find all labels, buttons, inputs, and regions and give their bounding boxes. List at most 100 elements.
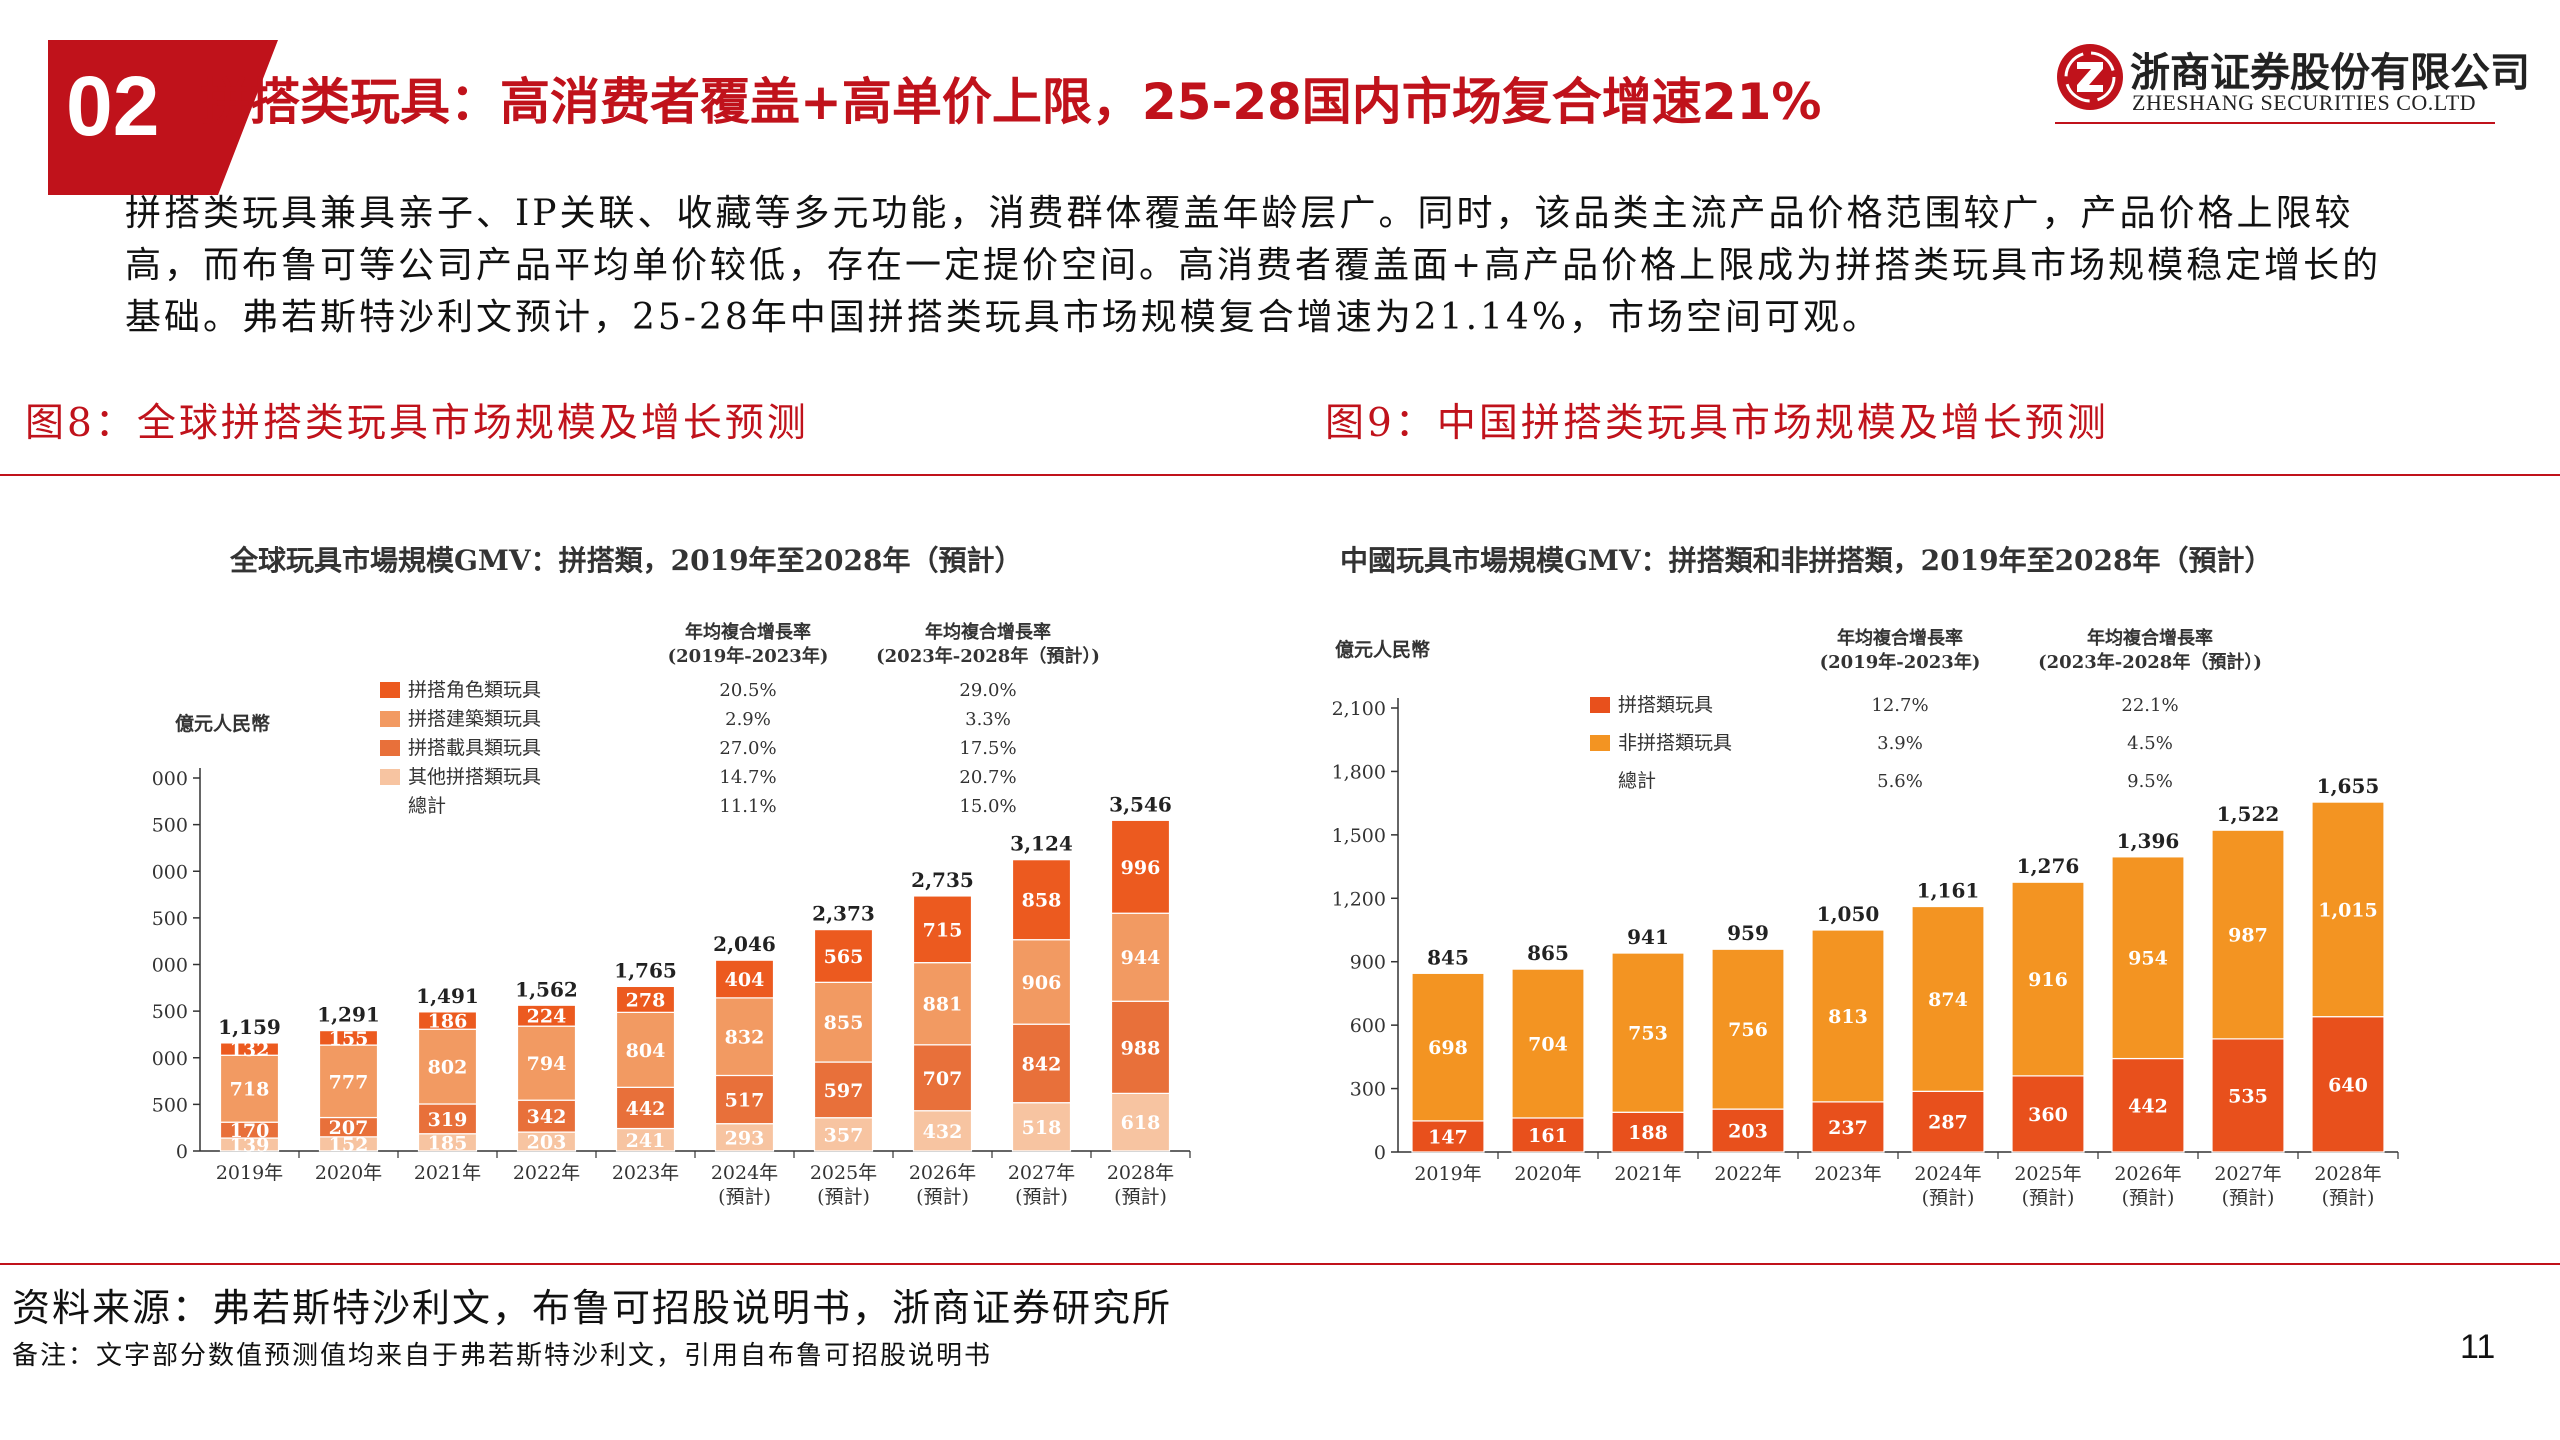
bar-segment [516,1099,577,1133]
bar-value-label: 855 [824,1012,864,1034]
bar-segment [912,895,973,964]
bar-value-label: 988 [1121,1037,1161,1059]
company-name-en: ZHESHANG SECURITIES CO.LTD [2132,90,2477,115]
bar-segment [1511,968,1585,1119]
figure9-caption: 图9：中国拼搭类玩具市场规模及增长预测 [1325,401,2109,446]
bar-segment [615,985,676,1013]
bar-value-label: 996 [1121,857,1161,879]
bar-value-label: 404 [725,969,765,991]
bar-value-label: 360 [2028,1104,2068,1126]
y-tick-label: 300 [1350,1079,1386,1101]
bar-segment [912,962,973,1046]
chart-title: 中國玩具市場規模GMV：拼搭類和非拼搭類，2019年至2028年（預計） [1340,544,2273,577]
bar-value-label: 432 [923,1121,963,1143]
bar-total-label: 1,655 [2317,774,2380,798]
bar-segment [2211,1038,2285,1153]
bar-value-label: 565 [824,946,864,968]
bar-value-label: 881 [923,994,963,1016]
cagr-value: 17.5% [959,738,1016,759]
x-tick-label: 2024年 [1914,1163,1981,1185]
bar-value-label: 203 [1728,1121,1768,1143]
y-tick-label: 1,800 [1332,761,1386,783]
y-axis-label: 億元人民幣 [175,712,270,735]
x-tick-label: 2022年 [1714,1163,1781,1185]
bar-segment [2111,856,2185,1060]
legend-swatch [380,682,400,698]
bar-segment [318,1044,379,1119]
legend-label: 其他拼搭類玩具 [408,766,541,788]
bar-segment [516,1004,577,1027]
bar-value-label: 640 [2328,1074,2368,1096]
bar-segment [1511,1117,1585,1153]
bar-segment [1411,972,1485,1122]
bar-segment [1011,859,1072,941]
x-tick-sublabel: (預計) [718,1186,771,1208]
x-tick-label: 2028年 [2314,1163,2381,1185]
x-tick-sublabel: (預計) [916,1186,969,1208]
bar-segment [813,929,874,983]
cagr-header-2-range: (2023年-2028年（預計）) [2038,651,2262,673]
bar-segment [417,1011,478,1030]
bar-total-label: 1,291 [317,1003,380,1027]
bar-total-label: 941 [1627,925,1669,949]
bar-segment [912,1110,973,1152]
bar-segment [2011,1075,2085,1153]
y-tick-label: 1,500 [1332,825,1386,847]
bar-segment [2111,1057,2185,1153]
x-tick-sublabel: (預計) [2022,1187,2075,1209]
cagr-value: 2.9% [725,709,771,730]
zheshang-logo-icon [2057,44,2123,110]
bar-value-label: 185 [428,1132,468,1154]
cagr-value: 27.0% [719,738,776,759]
section-badge [48,40,218,195]
bar-value-label: 293 [725,1127,765,1149]
bar-segment [1811,929,1885,1103]
bar-segment [714,959,775,999]
x-tick-label: 2021年 [1614,1163,1681,1185]
company-name-cn: 浙商证券股份有限公司 [2130,49,2530,96]
legend-swatch [380,711,400,727]
bar-segment [2211,829,2285,1040]
bar-value-label: 753 [1628,1023,1668,1045]
bar-total-label: 1,491 [416,984,479,1008]
bar-segment [417,1103,478,1135]
bar-value-label: 186 [428,1011,468,1033]
x-tick-sublabel: (預計) [1114,1186,1167,1208]
bar-value-label: 813 [1828,1006,1868,1028]
section-badge-tail [218,40,278,195]
y-tick-label: 2,000 [150,955,188,977]
bar-segment [1011,1023,1072,1104]
cagr-value: 14.7% [719,767,776,788]
cagr-header-1: 年均複合增長率 [685,621,811,643]
cagr-value: 12.7% [1871,695,1928,716]
legend-label: 拼搭載具類玩具 [408,737,541,759]
y-tick-label: 3,500 [150,815,188,837]
bar-segment [219,1042,280,1056]
bar-segment [318,1030,379,1046]
bar-segment [1411,1120,1485,1153]
intro-paragraph: 拼搭类玩具兼具亲子、IP关联、收藏等多元功能，消费群体覆盖年龄层广。同时，该品类… [125,193,2382,338]
bar-value-label: 858 [1022,890,1062,912]
bar-total-label: 3,546 [1109,792,1172,816]
x-tick-sublabel: (預計) [1015,1186,1068,1208]
bar-segment [813,1117,874,1152]
remark-note: 备注：文字部分数值预测值均来自于弗若斯特沙利文，引用自布鲁可招股说明书 [12,1341,993,1371]
x-tick-label: 2022年 [513,1162,580,1184]
cagr-header-2-range: (2023年-2028年（預計）) [876,645,1100,667]
bar-value-label: 874 [1928,989,1968,1011]
bar-value-label: 707 [923,1068,963,1090]
x-tick-label: 2025年 [2014,1163,2081,1185]
bar-value-label: 954 [2128,948,2168,970]
cagr-value: 3.9% [1877,733,1923,754]
x-tick-label: 2025年 [810,1162,877,1184]
bar-total-label: 959 [1727,921,1769,945]
bar-total-label: 1,396 [2117,829,2180,853]
bar-segment [2011,881,2085,1077]
bar-total-label: 1,562 [515,977,578,1001]
x-tick-label: 2027年 [1008,1162,1075,1184]
bar-value-label: 442 [2128,1095,2168,1117]
x-tick-sublabel: (預計) [2122,1187,2175,1209]
logo-underline [2055,122,2495,124]
bar-value-label: 698 [1428,1037,1468,1059]
global-building-toys-chart: 全球玩具市場規模GMV：拼搭類，2019年至2028年（預計） 億元人民幣 年均複合… [150,544,1191,1208]
